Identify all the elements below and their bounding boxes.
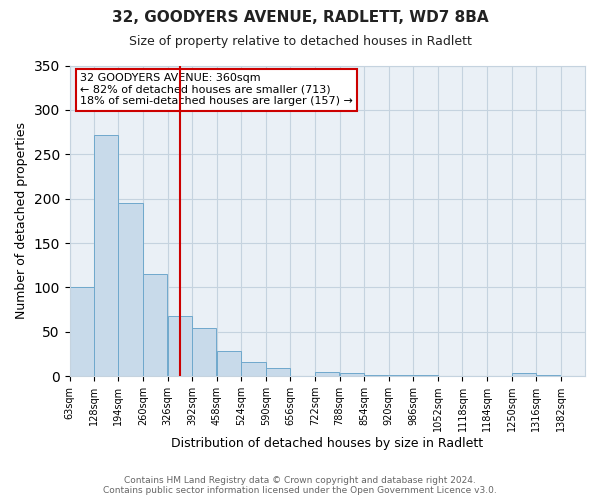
- Text: Contains HM Land Registry data © Crown copyright and database right 2024.
Contai: Contains HM Land Registry data © Crown c…: [103, 476, 497, 495]
- Bar: [118, 203, 143, 376]
- Bar: [94, 134, 118, 376]
- Bar: [70, 288, 94, 376]
- X-axis label: Distribution of detached houses by size in Radlett: Distribution of detached houses by size …: [171, 437, 484, 450]
- Text: Size of property relative to detached houses in Radlett: Size of property relative to detached ho…: [128, 35, 472, 48]
- Bar: [315, 372, 339, 376]
- Text: 32 GOODYERS AVENUE: 360sqm
← 82% of detached houses are smaller (713)
18% of sem: 32 GOODYERS AVENUE: 360sqm ← 82% of deta…: [80, 74, 353, 106]
- Bar: [167, 316, 192, 376]
- Text: 32, GOODYERS AVENUE, RADLETT, WD7 8BA: 32, GOODYERS AVENUE, RADLETT, WD7 8BA: [112, 10, 488, 25]
- Bar: [241, 362, 266, 376]
- Bar: [340, 372, 364, 376]
- Y-axis label: Number of detached properties: Number of detached properties: [15, 122, 28, 320]
- Bar: [512, 372, 536, 376]
- Bar: [217, 352, 241, 376]
- Bar: [192, 328, 217, 376]
- Bar: [266, 368, 290, 376]
- Bar: [143, 274, 167, 376]
